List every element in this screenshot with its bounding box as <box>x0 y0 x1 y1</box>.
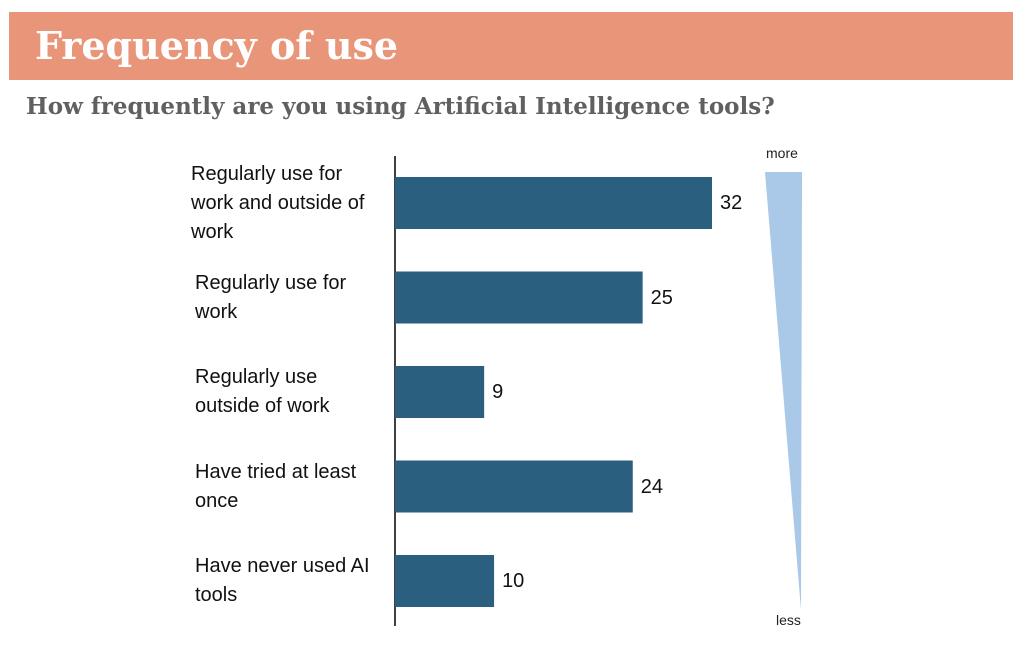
scale-less-label: less <box>776 612 801 628</box>
title-banner: Frequency of use <box>9 12 1013 80</box>
bar-1 <box>395 177 712 229</box>
category-label-4: Have tried at least once <box>195 460 357 512</box>
value-label-2: 25 <box>650 286 673 309</box>
value-label-3: 9 <box>492 381 504 403</box>
category-label-3: Regularly use outside of work <box>195 366 330 417</box>
category-label-5: Have never used AI tools <box>195 555 370 606</box>
bar-2 <box>395 271 643 324</box>
bars-group <box>395 177 712 607</box>
value-label-5: 10 <box>502 570 525 592</box>
page-title: Frequency of use <box>35 23 399 68</box>
category-label-1: Regularly use for work and outside of wo… <box>191 162 365 243</box>
value-label-4: 24 <box>640 475 663 498</box>
bar-5 <box>395 555 495 607</box>
chart-subtitle: How frequently are you using Artificial … <box>26 93 775 120</box>
bar-3 <box>395 366 485 418</box>
category-label-2: Regularly use for work <box>195 271 347 323</box>
value-label-1: 32 <box>720 192 743 214</box>
bar-4 <box>395 460 633 513</box>
scale-more-label: more <box>766 145 798 161</box>
more-less-scale-wedge <box>765 172 802 610</box>
